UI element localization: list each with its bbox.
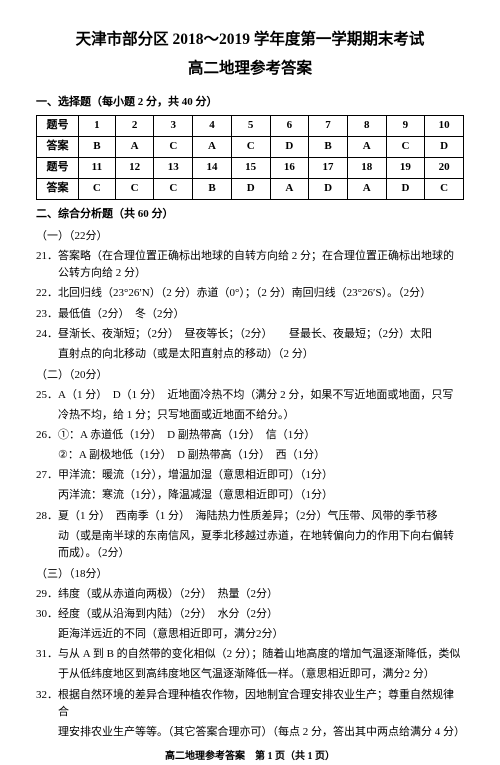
cell: D [231, 179, 270, 200]
answer-25a: 25．A（1 分） D（1 分） 近地面冷热不均（满分 2 分，如果不写近地面或… [36, 387, 464, 404]
answer-26b: ②：A 副极地低（1分） D 副热带高（1分） 西（1分） [36, 447, 464, 464]
cell: 3 [154, 116, 193, 137]
cell: C [425, 179, 464, 200]
cell: 15 [231, 158, 270, 179]
answer-26a: 26．①：A 赤道低（1分） D 副热带高（1分） 信（1分） [36, 427, 464, 444]
cell: 8 [347, 116, 386, 137]
cell: B [79, 137, 116, 158]
cell: 4 [193, 116, 232, 137]
answer-32b: 理安排农业生产等等。（其它答案合理亦可）（每点 2 分，答出其中两点给满分 4 … [36, 724, 464, 741]
part-1-label: （一）（22分） [36, 228, 464, 246]
answer-32a: 32．根据自然环境的差异合理种植农作物，因地制宜合理安排农业生产；尊重自然规律合 [36, 687, 464, 721]
answer-31a: 31．与从 A 到 B 的自然带的变化相似（2 分）；随着山地高度的增加气温逐渐… [36, 646, 464, 663]
answer-22: 22．北回归线（23°26′N）（2 分）赤道（0°）；（2 分）南回归线（23… [36, 285, 464, 302]
answer-27a: 27．甲洋流：暖流（1分），增温加湿（意思相近即可）（1分） [36, 467, 464, 484]
page-title-1: 天津市部分区 2018～2019 学年度第一学期期末考试 [36, 28, 464, 53]
answer-30b: 距海洋远近的不同（意思相近即可，满分2分） [36, 626, 464, 643]
row-label: 答案 [37, 179, 79, 200]
answer-30a: 30．经度（或从沿海到内陆）（2分） 水分（2分） [36, 606, 464, 623]
answer-table: 题号 1 2 3 4 5 6 7 8 9 10 答案 B A C A C D B… [36, 115, 464, 200]
answer-23: 23．最低值（2分） 冬（2分） [36, 306, 464, 323]
cell: A [115, 137, 154, 158]
cell: B [309, 137, 348, 158]
cell: C [386, 137, 425, 158]
answer-25b: 冷热不均，给 1 分；只写地面或近地面不给分。） [36, 407, 464, 424]
cell: 20 [425, 158, 464, 179]
cell: 19 [386, 158, 425, 179]
section-1-head: 一、选择题（每小题 2 分，共 40 分） [36, 94, 464, 112]
page-title-2: 高二地理参考答案 [36, 57, 464, 82]
cell: C [154, 179, 193, 200]
cell: 10 [425, 116, 464, 137]
row-label: 题号 [37, 116, 79, 137]
cell: 12 [115, 158, 154, 179]
cell: B [193, 179, 232, 200]
cell: 17 [309, 158, 348, 179]
cell: A [270, 179, 309, 200]
cell: D [386, 179, 425, 200]
answer-31b: 于从低纬度地区到高纬度地区气温逐渐降低一样。（意思相近即可，满分2 分） [36, 666, 464, 683]
cell: 6 [270, 116, 309, 137]
answer-28b: 动（或是南半球的东南信风，夏季北移越过赤道，在地转偏向力的作用下向右偏转而成）。… [36, 528, 464, 562]
cell: 18 [347, 158, 386, 179]
part-2-label: （二）（20分） [36, 367, 464, 385]
answer-27b: 丙洋流：寒流（1分），降温减湿（意思相近即可）（1分） [36, 487, 464, 504]
cell: A [193, 137, 232, 158]
answer-28a: 28．夏（1 分） 西南季（1 分） 海陆热力性质差异；（2分）气压带、风带的季… [36, 508, 464, 525]
cell: 11 [79, 158, 116, 179]
cell: C [231, 137, 270, 158]
answer-24b: 直射点的向北移动（或是太阳直射点的移动）（2 分） [36, 346, 464, 363]
cell: D [425, 137, 464, 158]
cell: 14 [193, 158, 232, 179]
cell: 1 [79, 116, 116, 137]
cell: A [347, 137, 386, 158]
cell: C [79, 179, 116, 200]
cell: 2 [115, 116, 154, 137]
cell: C [115, 179, 154, 200]
cell: 5 [231, 116, 270, 137]
cell: C [154, 137, 193, 158]
cell: 9 [386, 116, 425, 137]
part-3-label: （三）（18分） [36, 566, 464, 584]
cell: A [347, 179, 386, 200]
cell: D [309, 179, 348, 200]
answer-24a: 24．昼渐长、夜渐短；（2分） 昼夜等长；（2分） 昼最长、夜最短；（2分）太阳 [36, 326, 464, 343]
answer-29: 29．纬度（或从赤道向两极）（2分） 热量（2分） [36, 586, 464, 603]
cell: 13 [154, 158, 193, 179]
cell: 7 [309, 116, 348, 137]
cell: 16 [270, 158, 309, 179]
page-footer: 高二地理参考答案 第 1 页（共 1 页） [36, 749, 464, 765]
cell: D [270, 137, 309, 158]
row-label: 题号 [37, 158, 79, 179]
section-2-head: 二、综合分析题（共 60 分） [36, 206, 464, 224]
answer-21: 21．答案略（在合理位置正确标出地球的自转方向给 2 分；在合理位置正确标出地球… [36, 248, 464, 282]
row-label: 答案 [37, 137, 79, 158]
